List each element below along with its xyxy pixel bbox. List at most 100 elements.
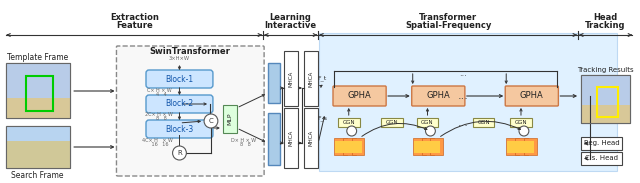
Bar	[381, 118, 403, 127]
Bar	[6, 63, 70, 118]
Text: MLP: MLP	[227, 113, 232, 125]
Text: SwinTransformer: SwinTransformer	[150, 46, 231, 55]
Bar	[335, 141, 344, 153]
Bar	[581, 137, 622, 150]
Text: Tracking Results: Tracking Results	[577, 67, 634, 73]
Bar	[334, 138, 347, 155]
Text: C: C	[209, 118, 213, 124]
Bar	[6, 126, 70, 168]
Bar	[343, 138, 356, 155]
Bar	[431, 138, 444, 155]
Text: 8   8: 8 8	[234, 141, 250, 147]
Text: GGN: GGN	[515, 120, 527, 125]
Text: GPHA: GPHA	[426, 92, 450, 100]
Bar	[473, 118, 495, 127]
Text: GGN: GGN	[386, 120, 398, 125]
Bar	[422, 141, 431, 153]
Text: MHCA: MHCA	[288, 71, 293, 87]
Text: GGN: GGN	[421, 120, 434, 125]
Bar	[26, 76, 54, 111]
Text: 8   8: 8 8	[150, 117, 166, 122]
Circle shape	[426, 126, 435, 136]
Text: Cls. Head: Cls. Head	[585, 156, 618, 162]
Bar	[581, 75, 630, 123]
Bar	[6, 63, 70, 118]
Bar	[525, 141, 534, 153]
Bar	[417, 118, 438, 127]
Text: 3×H×W: 3×H×W	[169, 57, 190, 61]
Bar	[6, 141, 70, 168]
Text: Tracking: Tracking	[586, 20, 626, 29]
Text: Search Frame: Search Frame	[12, 171, 64, 180]
FancyBboxPatch shape	[412, 86, 465, 106]
Bar	[413, 138, 426, 155]
Text: ...: ...	[459, 68, 467, 77]
Bar	[516, 141, 525, 153]
Text: GPHA: GPHA	[348, 92, 371, 100]
Bar	[352, 138, 365, 155]
Bar	[508, 141, 516, 153]
Text: 4C× H   × W: 4C× H × W	[142, 137, 173, 143]
Text: GPHA: GPHA	[520, 92, 544, 100]
Text: D× H × W: D× H × W	[230, 137, 256, 143]
Text: GGN: GGN	[477, 120, 490, 125]
Text: Head: Head	[593, 12, 618, 21]
Circle shape	[173, 146, 186, 160]
Text: Block-2: Block-2	[165, 100, 193, 109]
Text: ...: ...	[458, 118, 468, 128]
Bar	[422, 138, 435, 155]
Bar	[6, 126, 70, 141]
Bar	[319, 33, 618, 171]
Text: MHCA: MHCA	[309, 71, 314, 87]
Text: Block-3: Block-3	[165, 124, 193, 134]
Circle shape	[519, 126, 529, 136]
Text: 16   16: 16 16	[147, 141, 168, 147]
Bar	[338, 118, 360, 127]
Bar	[581, 75, 630, 105]
Circle shape	[204, 114, 218, 128]
Text: S: S	[522, 128, 525, 134]
Bar	[596, 87, 618, 117]
Text: Learning: Learning	[269, 12, 312, 21]
Bar	[223, 105, 237, 133]
FancyBboxPatch shape	[333, 86, 386, 106]
Bar	[344, 141, 353, 153]
Text: 2C× H × W: 2C× H × W	[145, 113, 173, 117]
Circle shape	[347, 126, 356, 136]
Bar	[6, 63, 70, 98]
Bar	[413, 141, 422, 153]
Bar	[305, 51, 318, 106]
Bar	[6, 98, 70, 118]
Bar	[506, 138, 519, 155]
Text: GGN: GGN	[342, 120, 355, 125]
Text: Interactive: Interactive	[264, 20, 317, 29]
Text: Block-1: Block-1	[165, 74, 193, 83]
Text: R: R	[177, 150, 182, 156]
Text: F_t: F_t	[317, 75, 327, 81]
Bar	[515, 138, 528, 155]
Bar	[510, 118, 532, 127]
Bar	[431, 141, 440, 153]
FancyBboxPatch shape	[116, 46, 264, 176]
Bar	[581, 152, 622, 165]
Bar	[305, 108, 318, 168]
Text: 4   4: 4 4	[150, 92, 166, 96]
Text: Feature: Feature	[116, 20, 152, 29]
Bar	[268, 63, 280, 103]
FancyBboxPatch shape	[146, 120, 213, 138]
Text: S: S	[350, 128, 353, 134]
Text: S: S	[429, 128, 432, 134]
Text: Reg. Head: Reg. Head	[584, 141, 620, 147]
Text: F_s: F_s	[317, 115, 327, 121]
Bar	[284, 51, 298, 106]
Text: ...: ...	[458, 91, 468, 101]
Bar	[581, 75, 630, 123]
Bar	[353, 141, 362, 153]
Bar	[524, 138, 537, 155]
Text: Spatial-Frequency: Spatial-Frequency	[405, 20, 492, 29]
Text: Transformer: Transformer	[419, 12, 477, 21]
FancyBboxPatch shape	[146, 70, 213, 88]
Text: MHCA: MHCA	[288, 130, 293, 146]
Text: Extraction: Extraction	[109, 12, 159, 21]
Text: C× H × W: C× H × W	[147, 87, 172, 92]
